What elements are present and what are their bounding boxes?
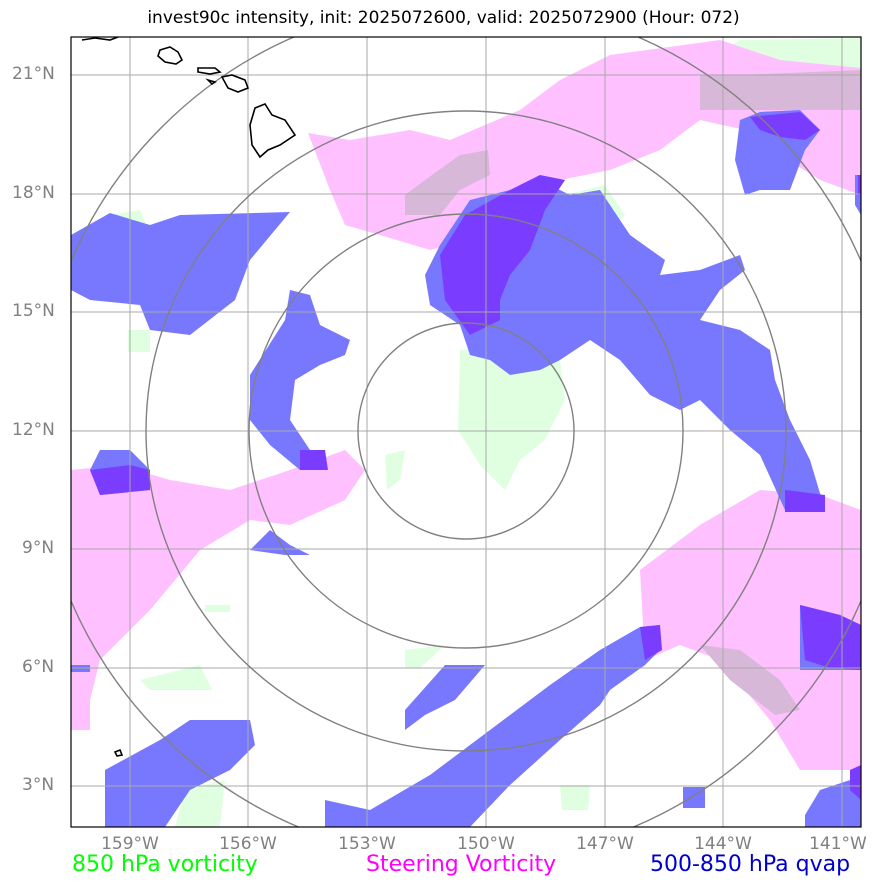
lat-label-6n: 6°N [22,657,55,677]
lon-label-150w: 150°W [457,834,515,854]
overlap-fill [90,112,861,800]
legend-steering-vorticity: Steering Vorticity [366,852,557,877]
lon-label-147w: 147°W [576,834,634,854]
range-rings [71,37,861,827]
map-title: invest90c intensity, init: 2025072600, v… [147,8,740,28]
legend-qvap: 500-850 hPa qvap [650,852,851,877]
lat-label-21n: 21°N [12,64,55,84]
lat-label-15n: 15°N [12,301,55,321]
lon-label-141w: 141°W [809,834,867,854]
qvap-fill [71,110,861,827]
lon-label-144w: 144°W [694,834,752,854]
lat-label-3n: 3°N [22,775,55,795]
lat-label-18n: 18°N [12,183,55,203]
coastlines [81,37,297,757]
legend-vorticity-850: 850 hPa vorticity [72,852,258,877]
lat-label-9n: 9°N [22,538,55,558]
lon-label-159w: 159°W [101,834,159,854]
lon-label-156w: 156°W [219,834,277,854]
lat-label-12n: 12°N [12,420,55,440]
map-frame [70,36,862,828]
lon-label-153w: 153°W [338,834,396,854]
graticule [71,37,861,827]
